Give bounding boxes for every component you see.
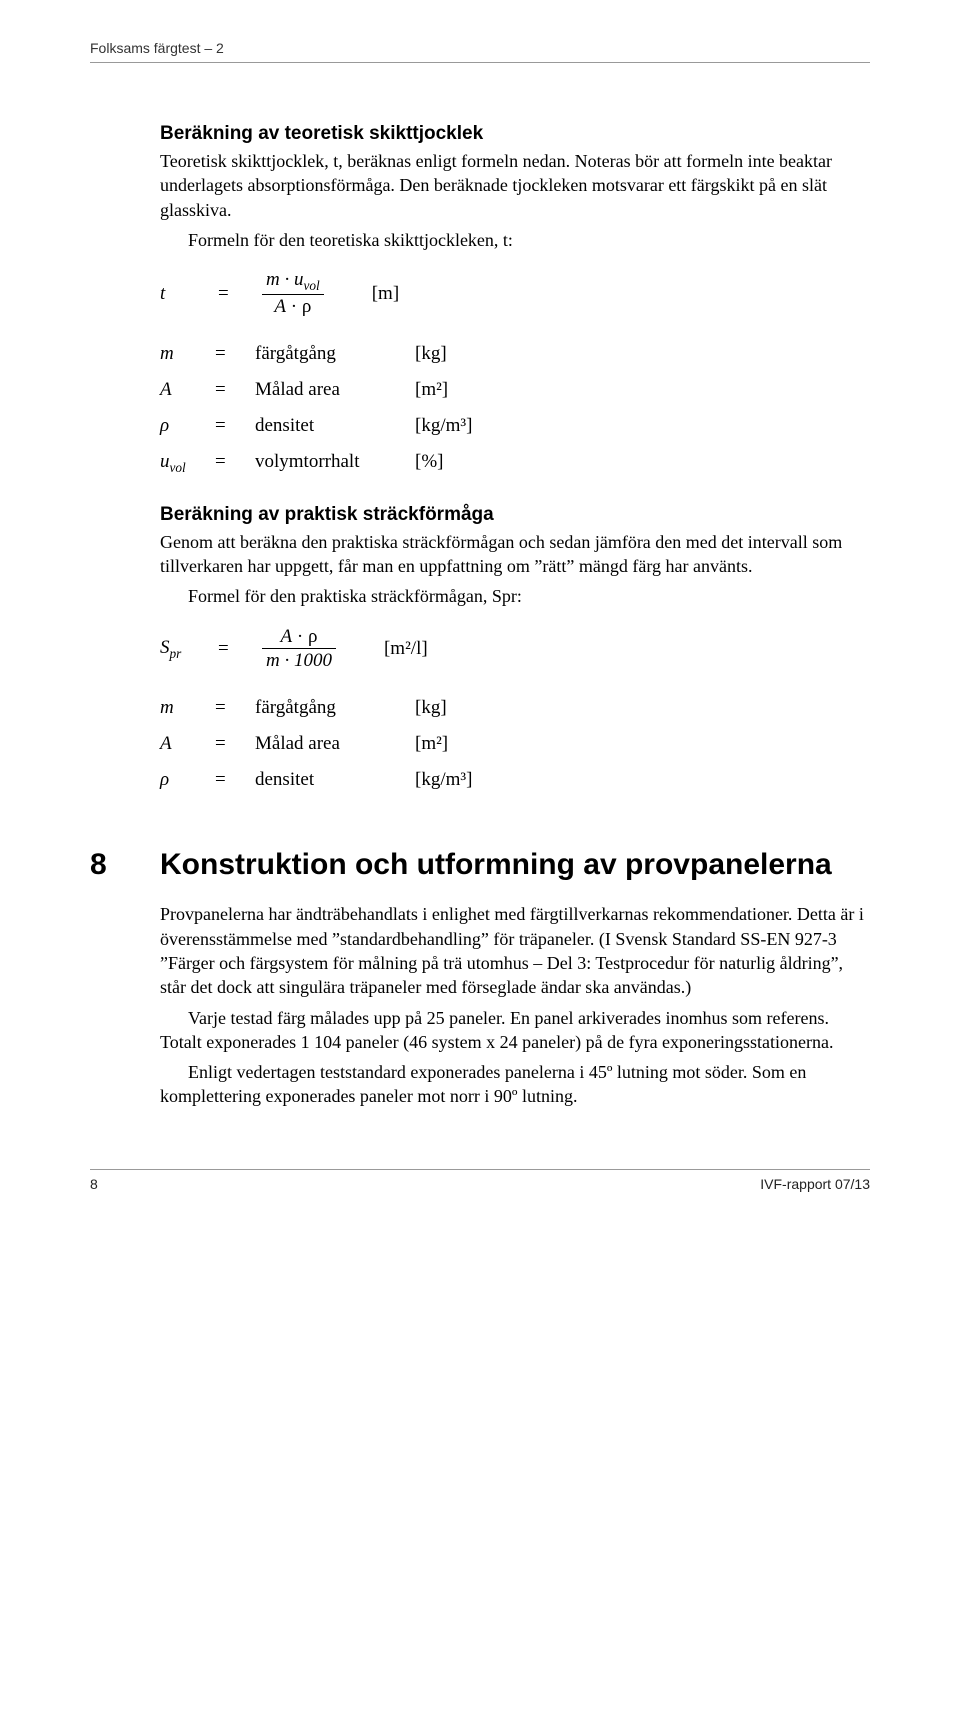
formula-spread: Spr = A · ρ m · 1000 [m²/l] [160,627,870,672]
formula-unit: [m²/l] [384,638,428,660]
report-id: IVF-rapport 07/13 [760,1176,870,1192]
para: Genom att beräkna den praktiska sträckfö… [160,530,870,579]
def-row: ρ = densitet [kg/m³] [160,762,870,798]
section-8: 8 Konstruktion och utformning av provpan… [90,848,870,883]
fraction: A · ρ m · 1000 [262,627,336,672]
def-row: A = Målad area [m²] [160,726,870,762]
running-header: Folksams färgtest – 2 [90,40,870,63]
def-row: m = färgåtgång [kg] [160,336,870,372]
para: Enligt vedertagen teststandard exponerad… [160,1060,870,1109]
definitions-list: m = färgåtgång [kg] A = Målad area [m²] … [160,690,870,798]
formula-unit: [m] [372,283,399,305]
para: Formel för den praktiska sträckförmågan,… [160,584,870,608]
equals-sign: = [218,283,234,305]
running-title: Folksams färgtest – 2 [90,40,224,56]
definitions-list: m = färgåtgång [kg] A = Målad area [m²] … [160,336,870,480]
section-title: Konstruktion och utformning av provpanel… [160,848,832,883]
page-footer: 8 IVF-rapport 07/13 [90,1169,870,1192]
formula-lhs: Spr [160,637,190,662]
equals-sign: = [218,638,234,660]
subheading-spread: Beräkning av praktisk sträckförmåga [160,504,870,526]
def-row: ρ = densitet [kg/m³] [160,408,870,444]
para: Formeln för den teoretiska skikttjocklek… [160,228,870,252]
page-number: 8 [90,1176,98,1192]
para: Provpanelerna har ändträbehandlats i enl… [160,902,870,999]
para: Varje testad färg målades upp på 25 pane… [160,1006,870,1055]
formula-lhs: t [160,283,190,305]
formula-thickness: t = m · uvol A · ρ [m] [160,270,870,317]
fraction: m · uvol A · ρ [262,270,324,317]
def-row: uvol = volymtorrhalt [%] [160,444,870,480]
section-number: 8 [90,848,130,882]
para: Teoretisk skikttjocklek, t, beräknas enl… [160,149,870,222]
def-row: A = Målad area [m²] [160,372,870,408]
subheading-thickness: Beräkning av teoretisk skikttjocklek [160,123,870,145]
def-row: m = färgåtgång [kg] [160,690,870,726]
